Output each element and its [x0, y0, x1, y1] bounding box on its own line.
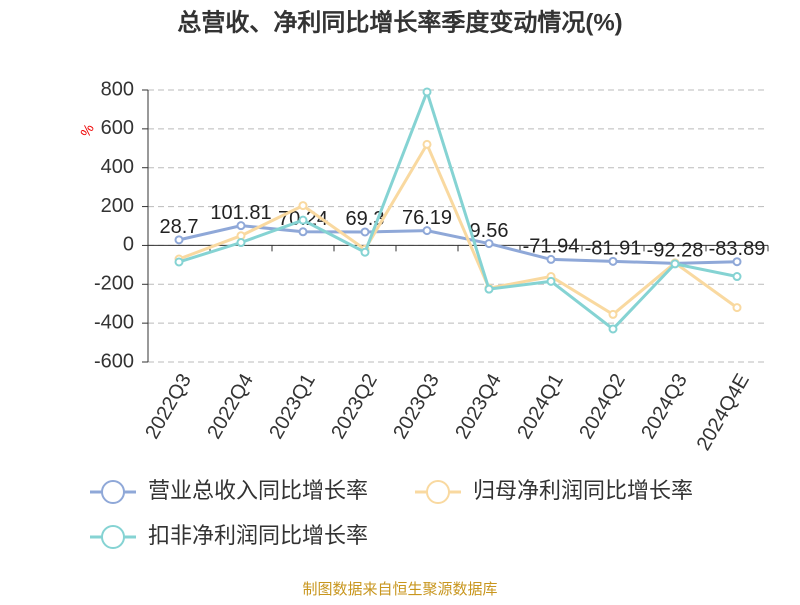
data-label: 28.7 — [160, 216, 199, 238]
x-tick-label: 2023Q2 — [327, 370, 382, 443]
x-tick-label: 2023Q3 — [389, 370, 444, 443]
data-point — [298, 201, 308, 211]
data-point — [236, 221, 246, 231]
data-point — [298, 215, 308, 225]
series-line — [178, 224, 738, 265]
data-point — [546, 254, 556, 264]
data-point — [732, 272, 742, 282]
source-note: 制图数据来自恒生聚源数据库 — [302, 581, 497, 598]
data-point — [608, 309, 618, 319]
data-label: -92.28 — [647, 240, 704, 262]
series-line — [178, 141, 738, 317]
data-point — [174, 257, 184, 267]
x-tick-label: 2022Q3 — [141, 370, 196, 443]
data-label: -81.91 — [585, 238, 642, 260]
y-tick-label: -600 — [94, 350, 134, 372]
y-tick-label: -200 — [94, 273, 134, 295]
data-point — [422, 139, 432, 149]
data-point — [484, 239, 494, 249]
data-label: 9.56 — [470, 220, 509, 242]
data-point — [360, 247, 370, 257]
data-point — [484, 284, 494, 294]
x-tick-label: 2023Q4 — [451, 370, 506, 443]
y-axis-label: % — [77, 121, 97, 140]
chart-title: 总营收、净利同比增长率季度变动情况(%) — [177, 8, 622, 36]
data-point — [732, 303, 742, 313]
data-point — [546, 276, 556, 286]
legend-marker — [101, 525, 125, 549]
data-point — [236, 238, 246, 248]
y-tick-label: -400 — [94, 311, 134, 333]
series-line — [178, 87, 738, 331]
data-point — [422, 87, 432, 97]
data-label: 101.81 — [210, 202, 271, 224]
y-tick-label: 600 — [101, 117, 134, 139]
legend-marker — [101, 480, 125, 504]
y-tick-label: 0 — [123, 234, 134, 256]
y-tick-label: 200 — [101, 195, 134, 217]
x-tick-label: 2022Q4 — [203, 370, 258, 443]
legend-label: 营业总收入同比增长率 — [148, 478, 368, 503]
data-point — [422, 226, 432, 236]
x-tick-label: 2023Q1 — [265, 370, 320, 443]
x-tick-label: 2024Q2 — [575, 370, 630, 443]
data-point — [360, 227, 370, 237]
data-point — [608, 256, 618, 266]
x-tick-label: 2024Q4E — [693, 370, 754, 454]
data-point — [298, 227, 308, 237]
data-point — [174, 235, 184, 245]
data-point — [608, 324, 618, 334]
legend-marker — [426, 480, 450, 504]
x-tick-label: 2024Q3 — [637, 370, 692, 443]
data-label: -83.89 — [709, 238, 766, 260]
data-point — [732, 257, 742, 267]
x-tick-label: 2024Q1 — [513, 370, 568, 443]
data-point — [670, 259, 680, 269]
y-tick-label: 400 — [101, 156, 134, 178]
legend-label: 扣非净利润同比增长率 — [148, 523, 368, 548]
data-label: -71.94 — [523, 236, 580, 258]
legend-label: 归母净利润同比增长率 — [473, 478, 693, 503]
y-tick-label: 800 — [101, 78, 134, 100]
data-label: 76.19 — [402, 207, 452, 229]
